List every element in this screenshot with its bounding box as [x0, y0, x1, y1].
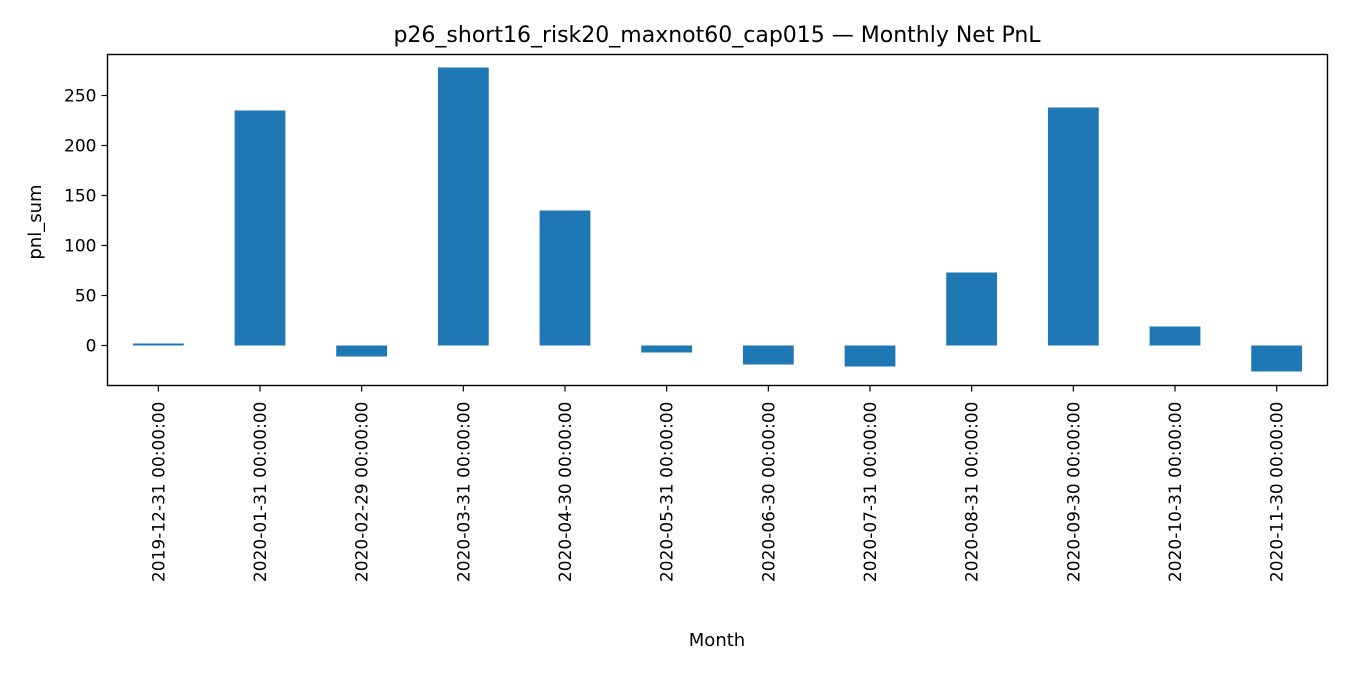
x-tick-label: 2020-09-30 00:00:00 — [1064, 402, 1084, 583]
x-axis-label: Month — [689, 630, 745, 651]
y-tick-label: 0 — [86, 337, 97, 357]
x-tick-label: 2020-07-31 00:00:00 — [861, 402, 881, 583]
x-tick-label: 2020-01-31 00:00:00 — [251, 402, 271, 583]
x-tick-label: 2020-02-29 00:00:00 — [353, 402, 373, 583]
bar — [539, 210, 591, 346]
x-tick-label: 2020-04-30 00:00:00 — [556, 402, 576, 583]
bar — [1047, 107, 1099, 346]
x-tick-label: 2020-08-31 00:00:00 — [963, 402, 983, 583]
y-tick-label: 150 — [64, 187, 96, 207]
x-tick-label: 2020-06-30 00:00:00 — [759, 402, 779, 583]
bars-layer — [132, 67, 1303, 372]
y-axis: 0 50 100 150 200 250 — [64, 87, 108, 357]
bar — [844, 345, 896, 367]
bar — [1149, 326, 1201, 346]
x-tick-label: 2020-10-31 00:00:00 — [1166, 402, 1186, 583]
bar — [946, 272, 998, 346]
bar — [132, 343, 184, 346]
bar — [641, 345, 693, 353]
x-tick-label: 2020-05-31 00:00:00 — [658, 402, 678, 583]
axes-frame — [106, 53, 1329, 387]
x-tick-label: 2020-11-30 00:00:00 — [1268, 402, 1288, 583]
y-tick-label: 100 — [64, 237, 96, 257]
bar — [234, 110, 286, 346]
bar — [336, 345, 388, 357]
bar — [1251, 345, 1303, 372]
x-tick-label: 2020-03-31 00:00:00 — [454, 402, 474, 583]
chart-title: p26_short16_risk20_maxnot60_cap015 — Mon… — [393, 23, 1041, 48]
y-tick-label: 200 — [64, 137, 96, 157]
bar — [437, 67, 489, 346]
x-axis: 2019-12-31 00:00:00 2020-01-31 00:00:00 20… — [149, 385, 1288, 583]
bar — [742, 345, 794, 365]
y-tick-label: 50 — [75, 287, 97, 307]
y-axis-label: pnl_sum — [25, 184, 46, 259]
y-tick-label: 250 — [64, 87, 96, 107]
x-tick-label: 2019-12-31 00:00:00 — [149, 402, 169, 583]
